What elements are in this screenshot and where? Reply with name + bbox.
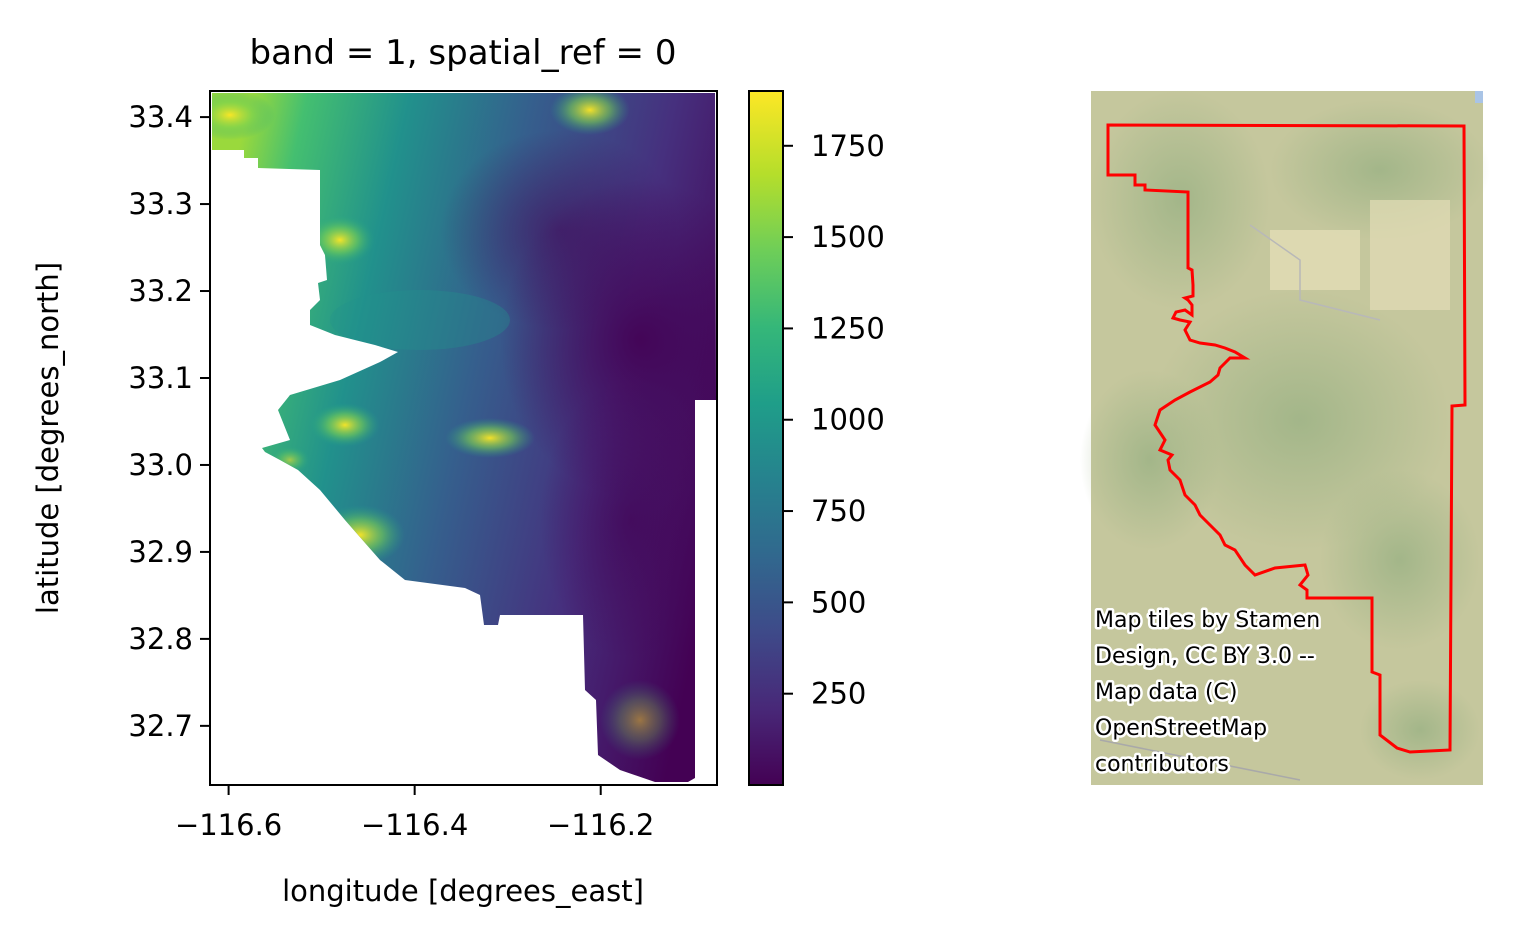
attribution-line: OpenStreetMap: [1095, 716, 1267, 741]
y-tick-label: 32.9: [128, 535, 193, 569]
colorbar-tick-label: 1750: [811, 129, 885, 163]
y-tick-label: 33.0: [128, 448, 193, 482]
y-tick-label: 33.4: [128, 100, 193, 134]
colorbar-ticks: 250 500 750 1000 1250 1500 1750: [783, 129, 885, 711]
x-axis-label: longitude [degrees_east]: [282, 874, 644, 908]
attribution-line: Map tiles by Stamen: [1095, 608, 1320, 633]
x-axis: −116.6 −116.4 −116.2: [175, 785, 654, 842]
x-tick-label: −116.4: [361, 808, 468, 842]
chart-title: band = 1, spatial_ref = 0: [250, 33, 677, 73]
y-tick-label: 33.1: [128, 361, 193, 395]
heatmap-frame: [209, 90, 718, 786]
map-attribution: Map tiles by Stamen Design, CC BY 3.0 -- M…: [1093, 606, 1323, 780]
y-tick-label: 33.3: [128, 187, 193, 221]
colorbar-tick-label: 1000: [811, 403, 885, 437]
x-tick-label: −116.6: [175, 808, 282, 842]
elevation-raster: [212, 93, 716, 782]
colorbar-tick-label: 500: [811, 585, 866, 619]
heatmap-plot: band = 1, spatial_ref = 0 −116.6 −116.4 −1…: [31, 33, 718, 908]
colorbar-tick-label: 1250: [811, 311, 885, 345]
attribution-line: Map data (C): [1095, 680, 1238, 705]
colorbar-tick-label: 250: [811, 677, 866, 711]
attribution-line: Design, CC BY 3.0 --: [1095, 644, 1315, 669]
y-axis: 32.7 32.8 32.9 33.0 33.1 33.2 33.3 33.4: [128, 100, 210, 743]
y-tick-label: 33.2: [128, 274, 193, 308]
basemap-panel: Map tiles by Stamen Design, CC BY 3.0 -- M…: [1080, 90, 1490, 785]
colorbar-gradient: [748, 90, 784, 786]
colorbar: 250 500 750 1000 1250 1500 1750: [748, 90, 885, 786]
y-axis-label: latitude [degrees_north]: [31, 262, 65, 614]
colorbar-tick-label: 1500: [811, 220, 885, 254]
y-tick-label: 32.7: [128, 709, 193, 743]
x-tick-label: −116.2: [547, 808, 654, 842]
y-tick-label: 32.8: [128, 622, 193, 656]
colorbar-tick-label: 750: [811, 494, 866, 528]
attribution-line: contributors: [1095, 752, 1229, 777]
boundary-outline: [1106, 123, 1467, 754]
